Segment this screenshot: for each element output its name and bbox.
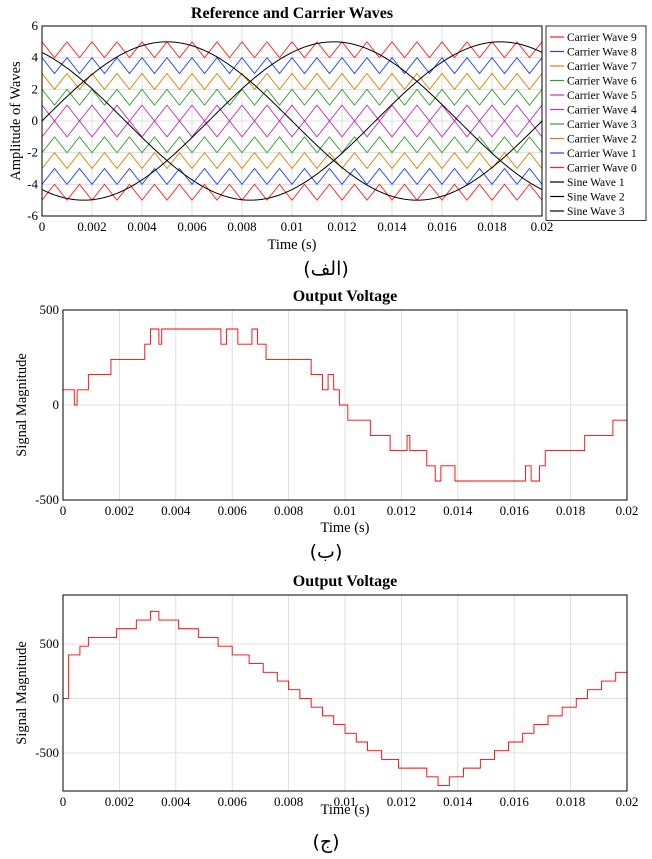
x-tick-label: 0.018 [556, 794, 585, 809]
reference-carrier-chart: Reference and Carrier Waves 0 0.002 0.004 0… [8, 5, 647, 253]
series-line-output-voltage [63, 328, 628, 482]
y-tick-label: 0 [53, 397, 60, 412]
series-line-sine-wave-3 [41, 41, 543, 201]
series-line-carrier-wave-3 [41, 136, 543, 154]
x-tick-label: 0.004 [161, 794, 191, 809]
x-tick-label: 0.014 [377, 219, 407, 234]
x-tick-label: 0.014 [443, 503, 473, 518]
legend-box [545, 25, 647, 221]
chart-1-title: Reference and Carrier Waves [191, 5, 393, 22]
x-tick-label: 0.006 [177, 219, 207, 234]
legend-entry: Carrier Wave 6 [567, 76, 637, 88]
legend-entry: Sine Wave 3 [567, 206, 625, 218]
x-tick-label: 0.016 [500, 503, 530, 518]
series-line-sine-wave-2 [41, 41, 543, 201]
x-tick-label: 0 [39, 219, 46, 234]
series-line-carrier-wave-1 [41, 167, 543, 186]
x-tick-label: 0.018 [556, 503, 585, 518]
chart-2-ylabel: Signal Magnitude [14, 353, 30, 457]
legend-entry: Carrier Wave 8 [567, 47, 637, 59]
x-tick-label: 0.016 [500, 794, 530, 809]
x-tick-label: 0.004 [127, 219, 157, 234]
output-voltage-chart-b: Output Voltage 0 0.002 0.004 0.006 0.008 0.01… [14, 288, 639, 536]
x-tick-label: 0 [60, 794, 67, 809]
y-tick-label: 500 [40, 302, 60, 317]
chart-1-ylabel: Amplitude of Waves [8, 61, 24, 181]
x-tick-label: 0.02 [616, 503, 639, 518]
chart-1-legend: Carrier Wave 9 Carrier Wave 8 Carrier Wave… [545, 25, 647, 221]
x-tick-label: 0.02 [531, 219, 554, 234]
chart-3-ylabel: Signal Magnitude [14, 641, 30, 745]
x-tick-label: 0.004 [161, 503, 191, 518]
chart-1-xlabel: Time (s) [267, 237, 316, 253]
x-tick-label: 0.002 [105, 794, 134, 809]
y-tick-label: -6 [27, 208, 38, 223]
x-tick-label: 0.02 [616, 794, 639, 809]
legend-entry: Carrier Wave 4 [567, 105, 637, 117]
x-tick-label: 0.016 [427, 219, 457, 234]
y-tick-label: -4 [27, 176, 38, 191]
chart-3-title: Output Voltage [293, 573, 397, 590]
y-tick-label: 2 [32, 81, 39, 96]
series-line-carrier-wave-4 [41, 120, 543, 138]
x-tick-label: 0.01 [334, 794, 357, 809]
chart-2-plot-frame [62, 309, 628, 501]
caption-be: (ب) [309, 541, 343, 563]
legend-entry: Sine Wave 2 [567, 192, 625, 204]
x-tick-label: 0.008 [227, 219, 256, 234]
output-voltage-chart-j: Output Voltage 0 0.002 0.004 0.006 0.008 0.01… [14, 573, 639, 818]
chart-3-plot-frame [62, 594, 628, 792]
y-tick-label: 0 [53, 690, 60, 705]
series-line-sine-wave-1 [41, 41, 543, 201]
caption-jim: (ج) [312, 831, 340, 853]
chart-2-xlabel: Time (s) [320, 520, 369, 536]
series-line-carrier-wave-6 [41, 88, 543, 106]
legend-entry: Carrier Wave 9 [567, 32, 637, 44]
legend-entry: Carrier Wave 2 [567, 134, 637, 146]
y-tick-label: 6 [32, 18, 39, 33]
x-tick-label: 0.008 [274, 794, 303, 809]
chart-1-plot-frame [41, 25, 543, 217]
x-tick-label: 0.002 [105, 503, 134, 518]
x-tick-label: 0 [60, 503, 67, 518]
y-tick-label: -2 [27, 145, 38, 160]
series-line-output-voltage [63, 610, 628, 787]
x-tick-label: 0.008 [274, 503, 303, 518]
legend-entry: Carrier Wave 5 [567, 90, 637, 102]
legend-entry: Carrier Wave 1 [567, 148, 637, 160]
y-tick-label: -500 [35, 492, 59, 507]
series-line-carrier-wave-2 [41, 151, 543, 170]
x-tick-label: 0.01 [281, 219, 304, 234]
y-tick-label: 500 [40, 636, 60, 651]
series-line-carrier-wave-7 [41, 72, 543, 91]
series-line-carrier-wave-5 [41, 104, 543, 122]
x-tick-label: 0.01 [334, 503, 357, 518]
x-tick-label: 0.006 [218, 794, 248, 809]
chart-3-xlabel: Time (s) [320, 802, 369, 818]
legend-entry: Carrier Wave 0 [567, 163, 637, 175]
x-tick-label: 0.012 [387, 503, 416, 518]
caption-alef: (الف) [303, 258, 349, 280]
x-tick-label: 0.002 [77, 219, 106, 234]
y-tick-label: 0 [32, 113, 39, 128]
series-line-carrier-wave-8 [41, 56, 543, 75]
x-tick-label: 0.018 [477, 219, 506, 234]
x-tick-label: 0.012 [387, 794, 416, 809]
legend-entry: Carrier Wave 3 [567, 119, 637, 131]
x-tick-label: 0.014 [443, 794, 473, 809]
x-tick-label: 0.012 [327, 219, 356, 234]
x-tick-label: 0.006 [218, 503, 248, 518]
legend-entry: Carrier Wave 7 [567, 61, 637, 73]
legend-entry: Sine Wave 1 [567, 177, 625, 189]
y-tick-label: -500 [35, 745, 59, 760]
y-tick-label: 4 [32, 50, 39, 65]
chart-2-title: Output Voltage [293, 288, 397, 305]
